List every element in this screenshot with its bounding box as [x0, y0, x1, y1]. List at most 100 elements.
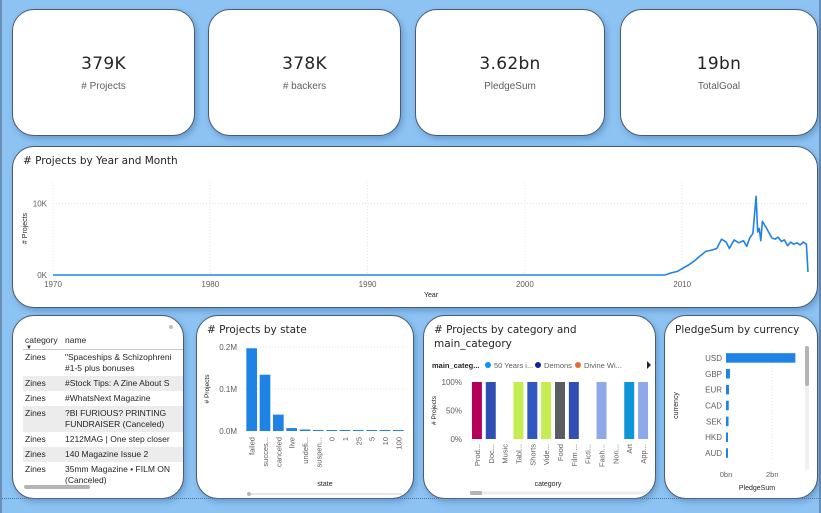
- bar-SEK: [726, 416, 729, 427]
- bar-EUR: [726, 384, 730, 395]
- table-row[interactable]: Zines 140 Magazine Issue 2: [23, 447, 183, 462]
- legend-next-icon: [647, 361, 651, 369]
- vertical-scrollbar-thumb: [805, 346, 809, 386]
- y-tick-label: HKD: [705, 433, 722, 442]
- horizontal-scrollbar-thumb[interactable]: [24, 485, 90, 489]
- bar-0: [326, 430, 337, 431]
- table-row[interactable]: Zines ?BI FURIOUS? PRINTING FUNDRAISER (Ca…: [23, 406, 183, 432]
- kpi-card-pledgesum[interactable]: 3.62bn PledgeSum: [415, 9, 605, 136]
- bar-10: [379, 430, 391, 431]
- category-chart-card[interactable]: # Projects by category and main_category…: [423, 315, 656, 499]
- y-tick-label: 0.1M: [219, 385, 237, 394]
- kpi-value: 3.62bn: [479, 53, 541, 74]
- bar-CAD: [726, 400, 729, 411]
- column-header-category[interactable]: category ▼: [23, 335, 65, 351]
- x-tick-label: Ficti...: [584, 444, 593, 464]
- y-tick-label: CAD: [705, 402, 722, 411]
- table-row[interactable]: Zines 1212MAG | One step closer: [23, 432, 183, 447]
- kpi-value: 378K: [282, 53, 327, 74]
- x-tick-label: Tabl...: [514, 444, 523, 464]
- x-tick-label: Music: [501, 444, 510, 464]
- y-tick-label: 10K: [33, 199, 48, 208]
- table-row[interactable]: Zines 35mm Magazine • FILM ON (Canceled): [23, 462, 183, 488]
- x-tick-label: Fash...: [598, 444, 607, 467]
- chart-title: # Projects by category and main_category: [434, 324, 577, 350]
- kpi-card-totalgoal[interactable]: 19bn TotalGoal: [620, 9, 818, 136]
- y-tick-label: EUR: [705, 386, 722, 395]
- bar-undefi...: [299, 429, 311, 431]
- kpi-label: # backers: [282, 80, 327, 92]
- cell-category: Zines: [25, 408, 46, 418]
- kpi-card-projects[interactable]: 379K # Projects: [12, 9, 195, 136]
- table-row[interactable]: Zines #Stock Tips: A Zine About S: [23, 376, 183, 391]
- y-axis-title: # Projects: [204, 374, 211, 404]
- bar-100: [393, 430, 404, 431]
- sort-down-icon[interactable]: ▼: [26, 345, 32, 351]
- page-divider: [2, 498, 819, 499]
- kpi-value: 379K: [81, 53, 126, 74]
- x-tick-label: Art: [625, 443, 634, 454]
- x-tick-label: 2bn: [766, 470, 779, 479]
- state-chart-card[interactable]: # Projects by state 0.0M 0.1M 0.2M failed su…: [196, 315, 414, 499]
- vertical-scrollbar-thumb[interactable]: [169, 325, 173, 329]
- x-tick-label: 10: [381, 437, 390, 445]
- cell-name: 1212MAG | One step closer: [65, 434, 170, 444]
- legend-item: 50 Years i...: [494, 361, 533, 370]
- horizontal-scrollbar-thumb: [247, 492, 251, 496]
- x-tick-label: 2010: [673, 280, 691, 289]
- x-tick-label: Vide...: [542, 444, 551, 465]
- x-tick-label: suspen...: [314, 437, 323, 467]
- legend-title: main_categ...: [432, 361, 480, 370]
- y-axis-title: # Projects: [22, 212, 29, 244]
- table-card[interactable]: category ▼ name Zines "Spaceships & Schiz…: [12, 315, 184, 499]
- currency-chart-card[interactable]: PledgeSum by currency USD GBP EUR CAD SEK HKD…: [664, 315, 818, 499]
- y-tick-label: 100%: [442, 378, 462, 387]
- bar-Fash...: [596, 382, 607, 439]
- x-tick-label: live: [288, 437, 297, 448]
- table-header: category ▼ name: [23, 326, 183, 351]
- cell-name: 140 Magazine Issue 2: [65, 449, 149, 459]
- x-tick-label: Food: [556, 444, 565, 461]
- legend-item: Demons: [544, 361, 572, 370]
- legend-marker: [535, 362, 541, 368]
- legend-marker: [575, 362, 581, 368]
- line-chart: 1970 1980 1990 2000 2010 0K 10K # Projects Year: [22, 182, 809, 299]
- column-header-name[interactable]: name: [65, 335, 87, 345]
- bar-Shorts: [527, 382, 538, 439]
- bar-canceled: [273, 414, 284, 431]
- kpi-label: # Projects: [81, 80, 126, 92]
- x-axis-title: PledgeSum: [739, 485, 775, 492]
- x-tick-label: 100: [394, 437, 403, 450]
- table-row[interactable]: Zines #WhatsNext Magazine: [23, 391, 183, 406]
- y-tick-label: GBP: [705, 370, 722, 379]
- bar-AUD: [726, 448, 728, 458]
- x-axis-title: Year: [424, 292, 439, 299]
- horizontal-scrollbar-thumb: [470, 491, 482, 495]
- chart-title: PledgeSum by currency: [675, 324, 800, 336]
- x-tick-label: undefi...: [301, 437, 310, 464]
- y-tick-label: 0.2M: [219, 343, 237, 352]
- cell-category: Zines: [25, 378, 46, 388]
- y-tick-label: 50%: [446, 407, 462, 416]
- y-tick-label: AUD: [705, 449, 722, 458]
- kpi-card-backers[interactable]: 378K # backers: [208, 9, 401, 136]
- cell-name: 35mm Magazine • FILM ON (Canceled): [65, 464, 171, 485]
- line-chart-card[interactable]: # Projects by Year and Month 1970 1980 199…: [12, 146, 818, 308]
- bar-failed: [246, 348, 257, 431]
- table-row[interactable]: Zines "Spaceships & Schizophreni #1-5 plus…: [23, 350, 183, 376]
- y-tick-label: 0.0M: [219, 427, 237, 436]
- x-tick-label: 1: [341, 437, 350, 441]
- x-axis-title: category: [535, 481, 562, 488]
- cell-category: Zines: [25, 434, 46, 444]
- cell-name: ?BI FURIOUS? PRINTING FUNDRAISER (Cancele…: [65, 408, 167, 429]
- bar-Film ...: [568, 382, 579, 439]
- currency-bar-chart: USD GBP EUR CAD SEK HKD AUD 0bn 2bn PledgeSum curr…: [673, 346, 809, 492]
- x-tick-label: 1970: [44, 280, 62, 289]
- x-tick-label: 25: [354, 437, 363, 445]
- cell-name: #WhatsNext Magazine: [65, 393, 151, 403]
- y-tick-label: 0K: [37, 271, 47, 280]
- x-tick-label: succes...: [261, 437, 270, 467]
- table-body: Zines "Spaceships & Schizophreni #1-5 plus…: [23, 350, 183, 488]
- legend-item: Divine Wi...: [584, 361, 622, 370]
- cell-name: #Stock Tips: A Zine About S: [65, 378, 170, 388]
